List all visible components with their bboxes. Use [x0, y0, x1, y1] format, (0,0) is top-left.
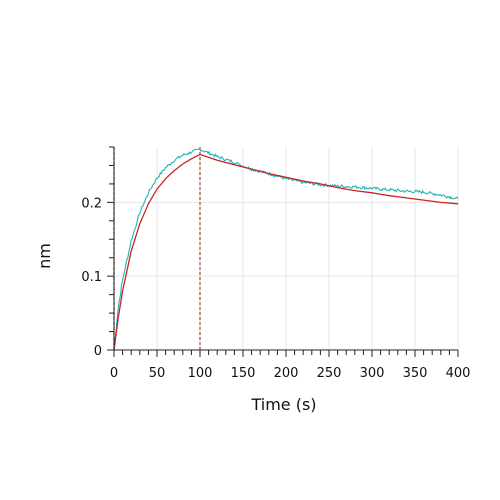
- y-tick-label: 0: [94, 344, 102, 359]
- x-tick-label: 0: [110, 366, 118, 381]
- measured-data-line: [113, 148, 459, 351]
- x-tick-label: 350: [403, 366, 428, 381]
- y-axis-label: nm: [35, 243, 54, 269]
- grid: [114, 147, 459, 350]
- x-tick-label: 50: [149, 366, 166, 381]
- x-tick-label: 300: [360, 366, 385, 381]
- y-ticks: 0 0.1 0.2: [81, 146, 114, 359]
- x-tick-label: 150: [231, 366, 256, 381]
- x-tick-label: 200: [274, 366, 299, 381]
- fit-curve-line: [113, 153, 459, 351]
- x-tick-label: 250: [317, 366, 342, 381]
- x-axis-label: Time (s): [250, 395, 316, 414]
- x-ticks: 0 50 100 150 200 250 300 350 400: [110, 350, 471, 381]
- y-tick-label: 0.1: [81, 270, 102, 285]
- x-tick-label: 400: [446, 366, 471, 381]
- x-tick-label: 100: [188, 366, 213, 381]
- series: [113, 148, 459, 351]
- y-tick-label: 0.2: [81, 196, 102, 211]
